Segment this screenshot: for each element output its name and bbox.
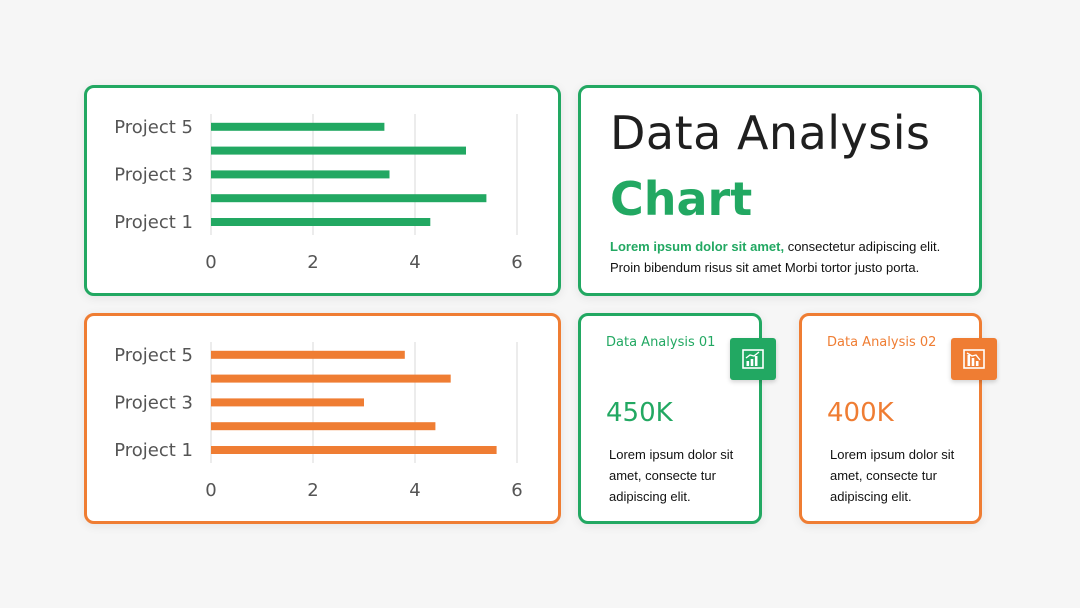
bar: [211, 170, 390, 179]
x-tick-label: 0: [205, 252, 216, 273]
bar: [211, 122, 385, 131]
bar: [211, 422, 436, 431]
bar-chart-growth-icon: [730, 338, 776, 380]
stat-label: Data Analysis 02: [827, 335, 937, 350]
orange-bar-chart-card: 0 2 4 6 Project 1 Project 3 Project 5: [84, 313, 561, 524]
title-card: Data Analysis Chart Lorem ipsum dolor si…: [578, 85, 982, 296]
category-label: Project 5: [114, 345, 193, 366]
stat-card-01: Data Analysis 01 450K Lorem ipsum dolor …: [578, 313, 776, 524]
category-label: Project 3: [114, 392, 193, 413]
title-description: Lorem ipsum dolor sit amet, consectetur …: [610, 236, 970, 278]
category-label: Project 5: [114, 117, 193, 138]
category-label: Project 1: [114, 440, 193, 461]
stat-value: 400K: [827, 398, 894, 428]
page-title: Data Analysis: [610, 106, 931, 160]
stat-card-02: Data Analysis 02 400K Lorem ipsum dolor …: [799, 313, 997, 524]
stat-description: Lorem ipsum dolor sit amet, consecte tur…: [830, 447, 955, 504]
x-tick-label: 6: [511, 252, 522, 273]
stat-value: 450K: [606, 398, 673, 428]
bar: [211, 398, 364, 407]
bar: [211, 350, 405, 359]
stat-label: Data Analysis 01: [606, 335, 716, 350]
bar: [211, 218, 431, 226]
x-tick-label: 4: [409, 252, 420, 273]
bar: [211, 194, 487, 203]
category-label: Project 1: [114, 212, 193, 233]
description-lead: Lorem ipsum dolor sit amet,: [610, 239, 785, 254]
green-bar-chart: 0 2 4 6 Project 1 Project 3 Project 5: [114, 114, 523, 273]
orange-bar-chart: 0 2 4 6 Project 1 Project 3 Project 5: [114, 342, 523, 501]
green-bar-chart-card: 0 2 4 6 Project 1 Project 3 Project 5: [84, 85, 561, 296]
stat-description: Lorem ipsum dolor sit amet, consecte tur…: [609, 447, 734, 504]
x-tick-label: 6: [511, 480, 522, 501]
bar: [211, 374, 451, 383]
bar: [211, 446, 497, 454]
category-label: Project 3: [114, 164, 193, 185]
x-tick-label: 2: [307, 480, 318, 501]
x-tick-label: 0: [205, 480, 216, 501]
bar: [211, 146, 466, 155]
x-tick-label: 2: [307, 252, 318, 273]
description-body: consectetur adipiscing elit. Proin biben…: [610, 239, 941, 275]
x-tick-label: 4: [409, 480, 420, 501]
page-title-accent: Chart: [610, 172, 753, 226]
bar-chart-decline-icon: [951, 338, 997, 380]
